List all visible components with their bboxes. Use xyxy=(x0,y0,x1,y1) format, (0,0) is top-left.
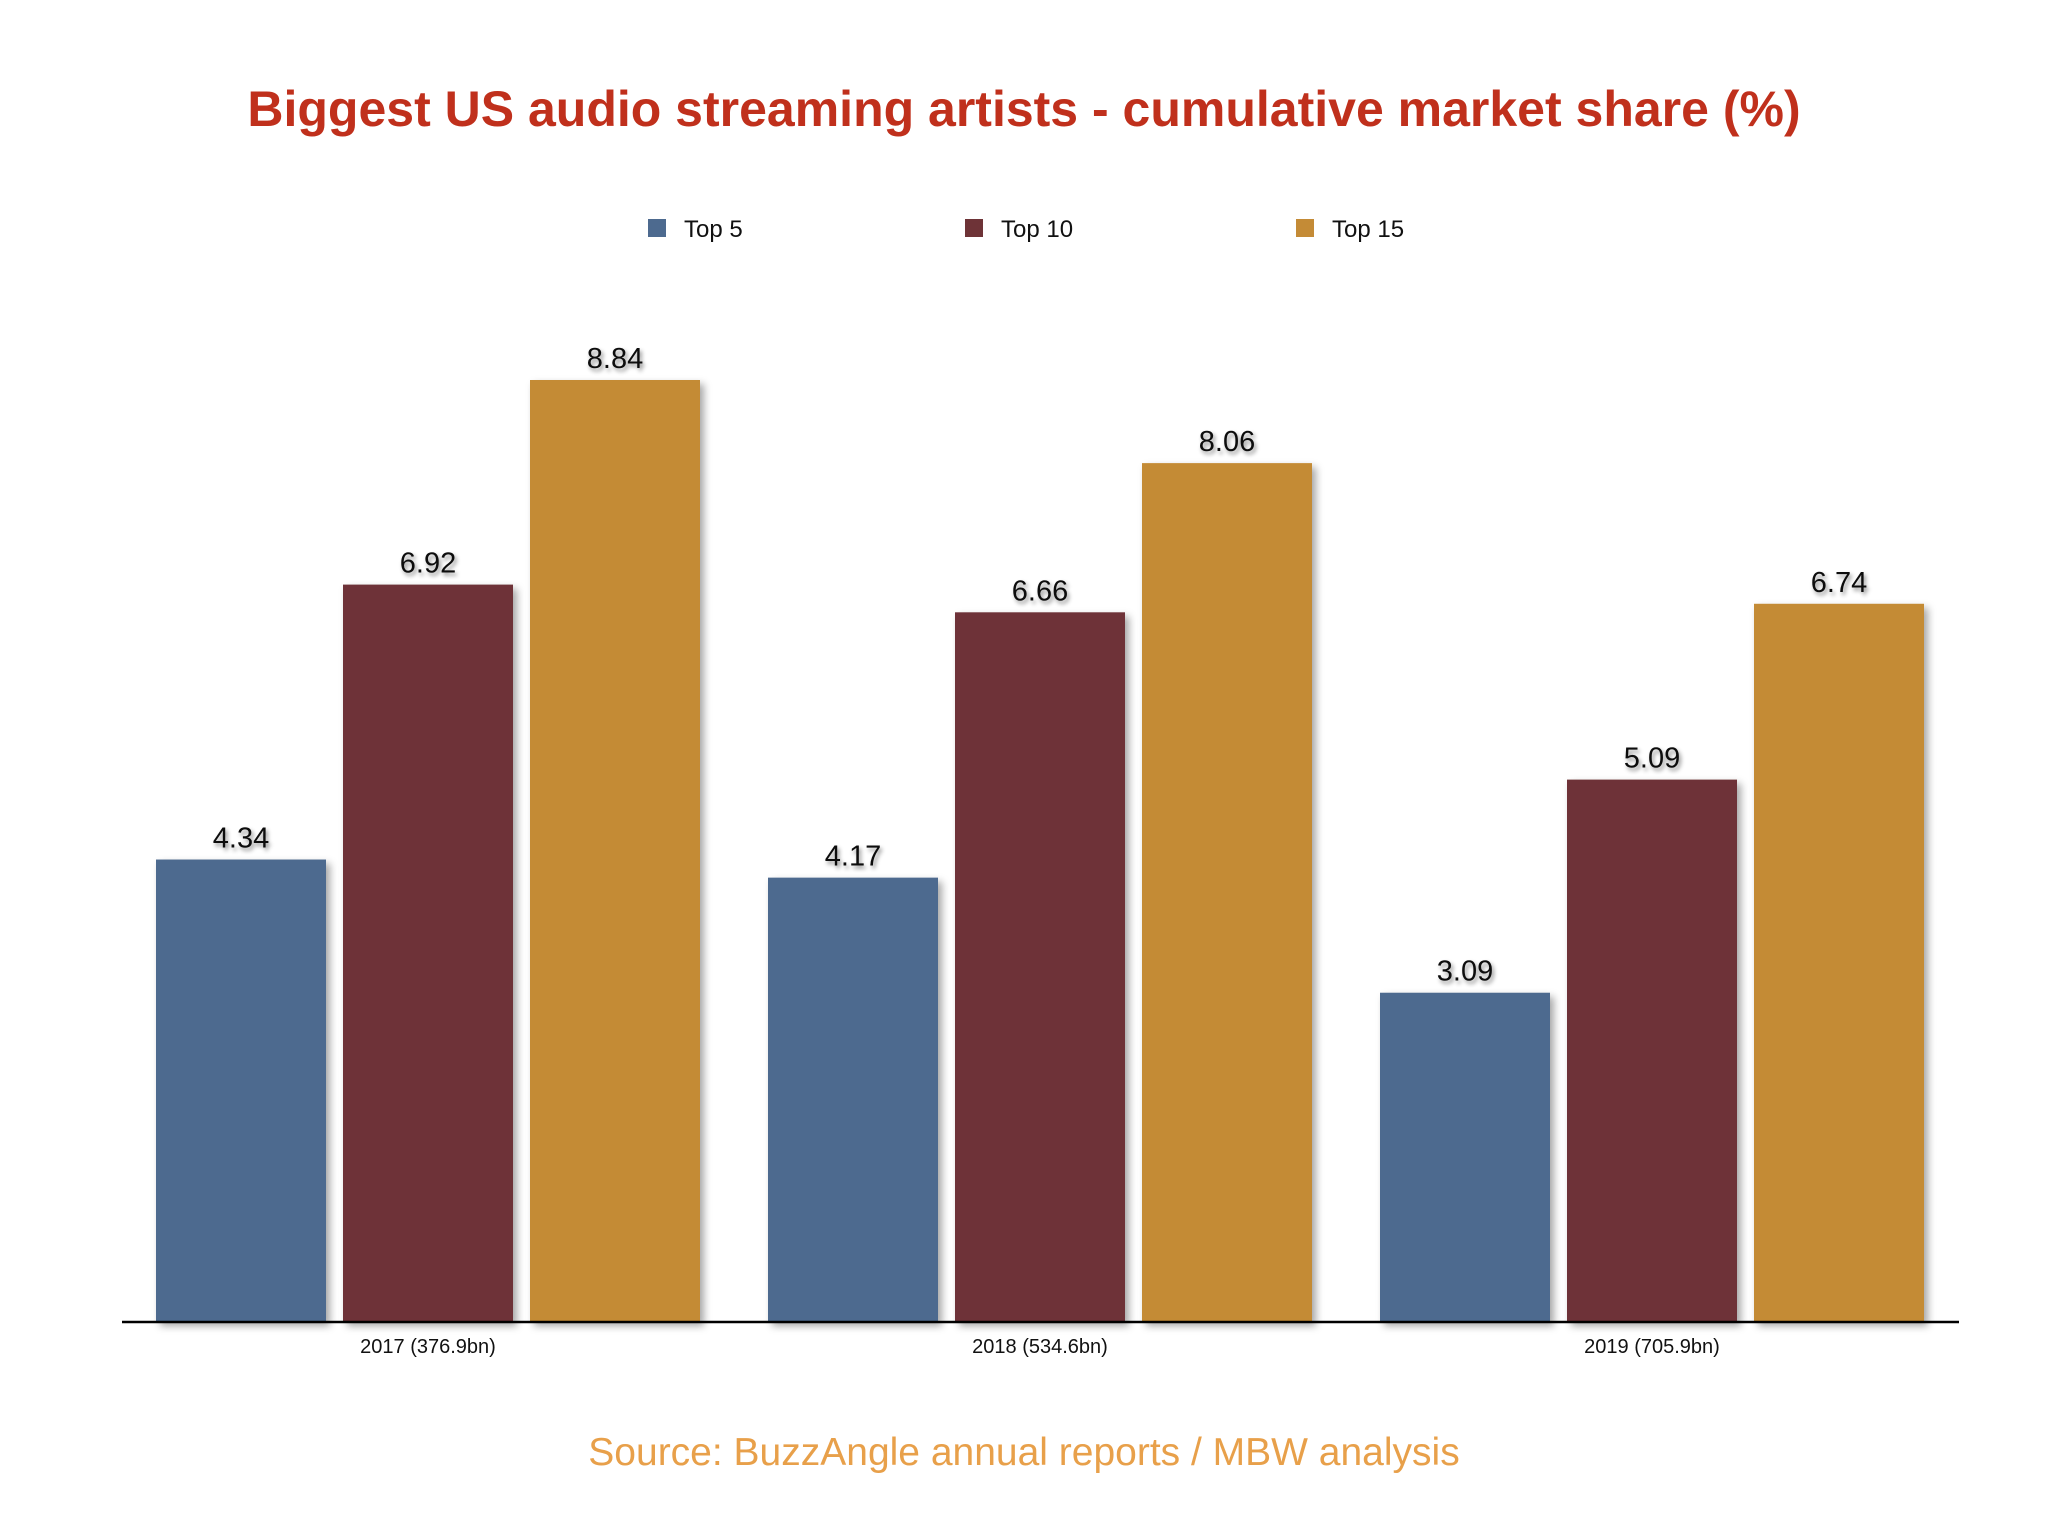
bar xyxy=(343,584,513,1322)
x-axis-labels: 2017 (376.9bn) 2018 (534.6bn) 2019 (705.9b… xyxy=(360,1336,1720,1358)
bar xyxy=(1567,779,1737,1322)
value-label: 4.34 xyxy=(213,823,269,855)
bar xyxy=(1142,463,1312,1322)
legend-swatch xyxy=(1296,219,1314,237)
legend-label: Top 15 xyxy=(1332,216,1404,243)
bar xyxy=(156,859,326,1322)
legend-swatch xyxy=(965,219,983,237)
bar xyxy=(768,877,938,1322)
value-label: 6.92 xyxy=(400,548,456,580)
value-label: 5.09 xyxy=(1624,743,1680,775)
value-label: 6.66 xyxy=(1012,575,1068,607)
bar xyxy=(1380,992,1550,1322)
value-label: 8.06 xyxy=(1199,426,1255,458)
bar xyxy=(1754,603,1924,1322)
source-note: Source: BuzzAngle annual reports / MBW a… xyxy=(588,1431,1459,1474)
legend-label: Top 5 xyxy=(684,216,743,243)
chart-title: Biggest US audio streaming artists - cum… xyxy=(247,81,1800,137)
x-tick-label: 2019 (705.9bn) xyxy=(1584,1336,1720,1358)
bar xyxy=(530,380,700,1322)
value-label: 8.84 xyxy=(587,343,643,375)
value-label: 4.17 xyxy=(825,841,881,873)
x-tick-label: 2017 (376.9bn) xyxy=(360,1336,496,1358)
value-label: 3.09 xyxy=(1437,956,1493,988)
legend-swatch xyxy=(648,219,666,237)
legend-label: Top 10 xyxy=(1001,216,1073,243)
legend: Top 5 Top 10 Top 15 xyxy=(648,216,1404,243)
value-label: 6.74 xyxy=(1811,567,1867,599)
bars: 4.34 6.92 8.84 4.17 6.66 8.06 3.09 5.09 6.74 xyxy=(156,343,1924,1322)
bar xyxy=(955,612,1125,1322)
x-tick-label: 2018 (534.6bn) xyxy=(972,1336,1108,1358)
